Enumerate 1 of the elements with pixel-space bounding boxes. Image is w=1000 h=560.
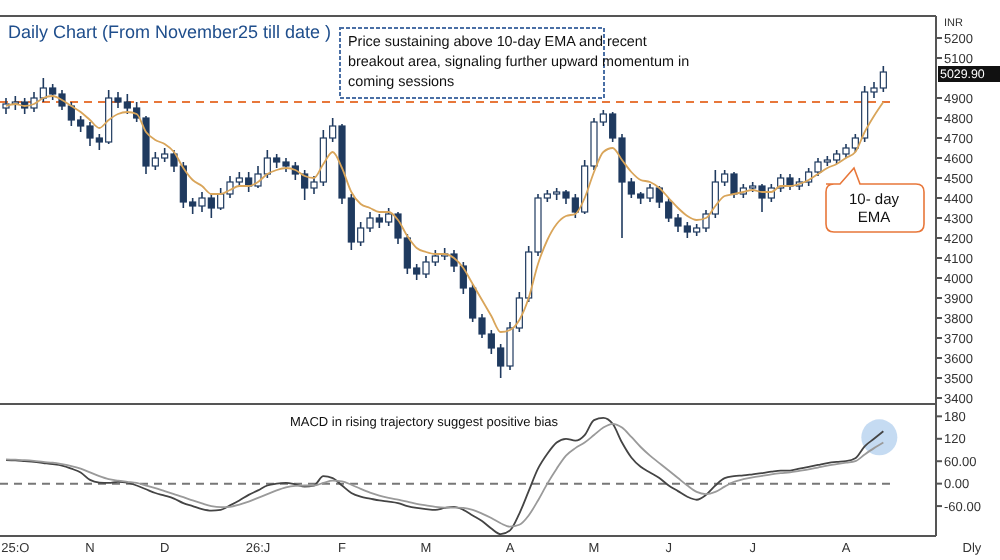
chart-title: Daily Chart (From November25 till date ) (8, 22, 332, 42)
